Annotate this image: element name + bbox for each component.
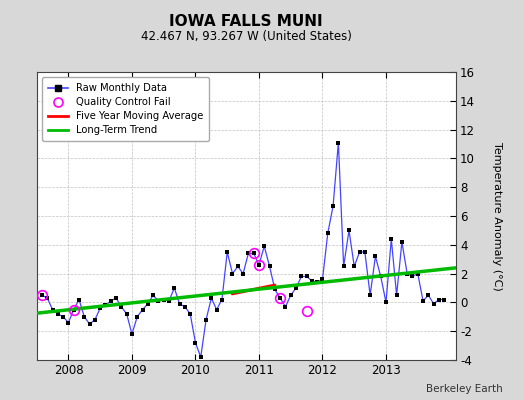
Text: IOWA FALLS MUNI: IOWA FALLS MUNI [169,14,323,29]
Text: 42.467 N, 93.267 W (United States): 42.467 N, 93.267 W (United States) [141,30,352,43]
Y-axis label: Temperature Anomaly (°C): Temperature Anomaly (°C) [492,142,501,290]
Legend: Raw Monthly Data, Quality Control Fail, Five Year Moving Average, Long-Term Tren: Raw Monthly Data, Quality Control Fail, … [42,77,209,141]
Text: Berkeley Earth: Berkeley Earth [427,384,503,394]
